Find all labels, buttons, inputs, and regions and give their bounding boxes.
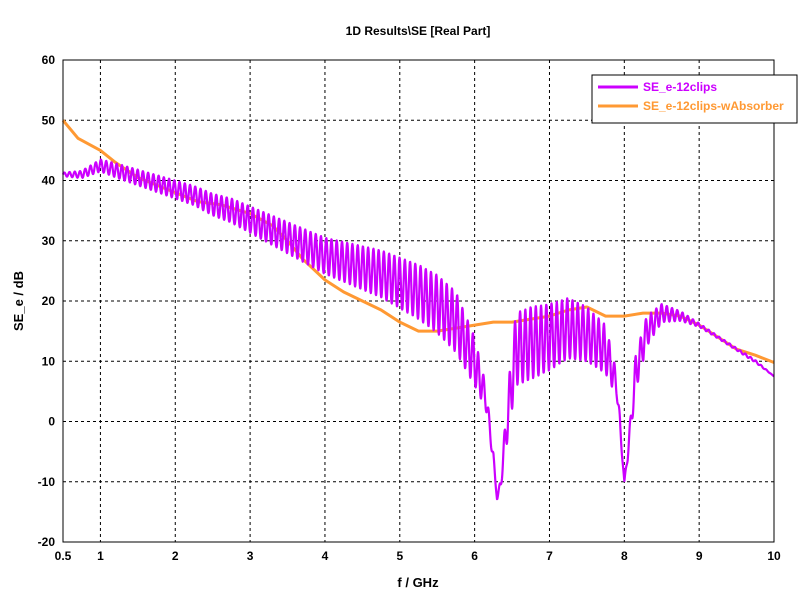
x-tick-label: 10 — [767, 549, 781, 563]
x-tick-label: 5 — [396, 549, 403, 563]
x-axis-ticks: 0.5 1 2 3 4 5 6 7 8 9 10 — [55, 549, 781, 563]
x-tick-label: 1 — [97, 549, 104, 563]
legend-box — [591, 74, 798, 124]
series-line-12clips — [61, 158, 775, 501]
y-tick-label: 10 — [42, 354, 56, 368]
series-layer — [61, 119, 775, 501]
y-tick-label: 40 — [42, 174, 56, 188]
y-tick-label: -10 — [38, 475, 56, 489]
x-tick-label: 6 — [471, 549, 478, 563]
x-tick-label: 0.5 — [55, 549, 72, 563]
legend-label-series-1: SE_e-12clips — [643, 80, 717, 94]
legend: SE_e-12clips SE_e-12clips-wAbsorber — [591, 74, 798, 124]
x-tick-label: 3 — [247, 549, 254, 563]
legend-label-series-2: SE_e-12clips-wAbsorber — [643, 99, 784, 113]
x-tick-label: 8 — [621, 549, 628, 563]
plot-area-border — [62, 59, 775, 543]
y-tick-label: -20 — [38, 535, 56, 549]
x-axis-title: f / GHz — [397, 575, 439, 590]
x-tick-label: 4 — [322, 549, 329, 563]
x-tick-label: 9 — [696, 549, 703, 563]
y-tick-label: 0 — [48, 415, 55, 429]
y-axis-title: SE_e / dB — [11, 271, 26, 331]
y-tick-label: 30 — [42, 234, 56, 248]
y-tick-label: 60 — [42, 53, 56, 67]
chart-title: 1D Results\SE [Real Part] — [346, 24, 491, 38]
y-tick-label: 50 — [42, 113, 56, 127]
y-axis-ticks: 60 50 40 30 20 10 0 -10 -20 — [38, 53, 56, 549]
y-tick-label: 20 — [42, 294, 56, 308]
x-tick-label: 7 — [546, 549, 553, 563]
x-tick-label: 2 — [172, 549, 179, 563]
